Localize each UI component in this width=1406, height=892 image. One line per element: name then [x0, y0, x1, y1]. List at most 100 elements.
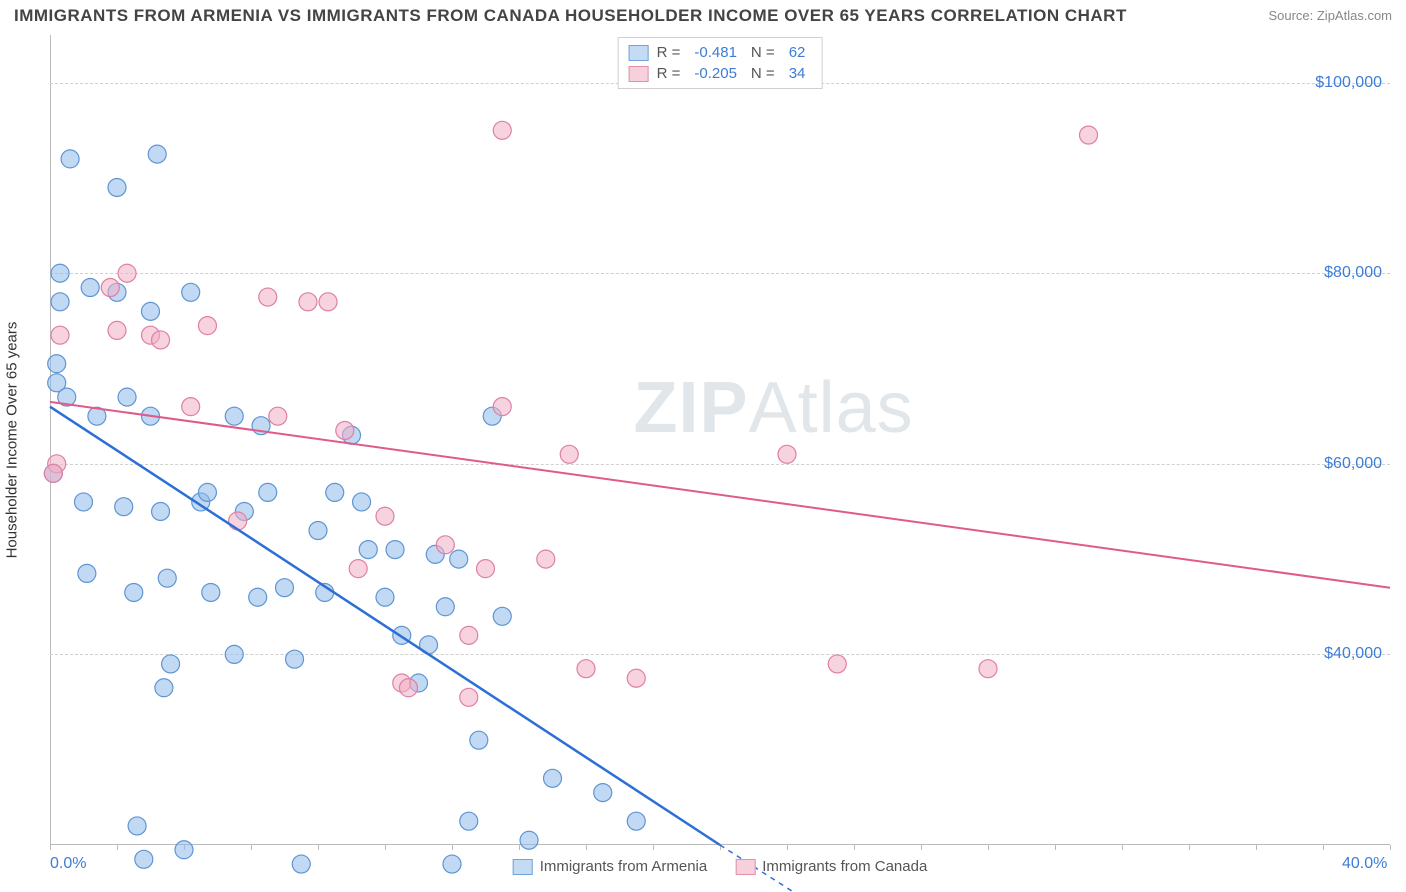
- data-point: [155, 679, 173, 697]
- x-tick: [586, 845, 587, 850]
- scatter-plot: [50, 35, 1390, 845]
- data-point: [152, 502, 170, 520]
- data-point: [450, 550, 468, 568]
- x-tick: [251, 845, 252, 850]
- data-point: [493, 398, 511, 416]
- legend-r-label: R =: [657, 44, 681, 61]
- data-point: [292, 855, 310, 873]
- data-point: [51, 326, 69, 344]
- data-point: [627, 669, 645, 687]
- data-point: [142, 302, 160, 320]
- x-tick: [1055, 845, 1056, 850]
- data-point: [182, 398, 200, 416]
- data-point: [460, 688, 478, 706]
- data-point: [202, 583, 220, 601]
- data-point: [259, 288, 277, 306]
- x-tick: [519, 845, 520, 850]
- data-point: [349, 560, 367, 578]
- legend-swatch: [629, 66, 649, 82]
- data-point: [544, 769, 562, 787]
- data-point: [61, 150, 79, 168]
- data-point: [108, 321, 126, 339]
- legend-n-label: N =: [751, 44, 775, 61]
- data-point: [101, 279, 119, 297]
- legend-n-value: 34: [789, 65, 806, 82]
- data-point: [48, 355, 66, 373]
- data-point: [477, 560, 495, 578]
- data-point: [537, 550, 555, 568]
- chart-title: IMMIGRANTS FROM ARMENIA VS IMMIGRANTS FR…: [14, 6, 1127, 26]
- data-point: [376, 507, 394, 525]
- x-tick: [117, 845, 118, 850]
- data-point: [118, 388, 136, 406]
- data-point: [152, 331, 170, 349]
- data-point: [135, 850, 153, 868]
- legend-n-value: 62: [789, 44, 806, 61]
- data-point: [828, 655, 846, 673]
- data-point: [436, 536, 454, 554]
- data-point: [175, 841, 193, 859]
- data-point: [470, 731, 488, 749]
- data-point: [78, 564, 96, 582]
- data-point: [1080, 126, 1098, 144]
- data-point: [75, 493, 93, 511]
- legend-r-value: -0.205: [694, 65, 737, 82]
- legend-label: Immigrants from Armenia: [540, 858, 708, 875]
- chart-area: Householder Income Over 65 years $40,000…: [50, 35, 1390, 845]
- legend-swatch: [735, 859, 755, 875]
- x-tick: [50, 845, 51, 850]
- data-point: [115, 498, 133, 516]
- data-point: [198, 317, 216, 335]
- data-point: [319, 293, 337, 311]
- data-point: [309, 522, 327, 540]
- x-tick: [921, 845, 922, 850]
- data-point: [269, 407, 287, 425]
- x-tick: [988, 845, 989, 850]
- legend-series: Immigrants from Armenia Immigrants from C…: [513, 858, 928, 875]
- x-tick: [1189, 845, 1190, 850]
- data-point: [560, 445, 578, 463]
- data-point: [51, 264, 69, 282]
- legend-label: Immigrants from Canada: [762, 858, 927, 875]
- legend-correlation: R =-0.481N =62R =-0.205N =34: [618, 37, 823, 89]
- legend-row: R =-0.481N =62: [629, 42, 812, 63]
- data-point: [276, 579, 294, 597]
- data-point: [778, 445, 796, 463]
- legend-item: Immigrants from Armenia: [513, 858, 708, 875]
- data-point: [443, 855, 461, 873]
- y-axis-label: Householder Income Over 65 years: [4, 322, 21, 559]
- data-point: [493, 121, 511, 139]
- data-point: [162, 655, 180, 673]
- data-point: [125, 583, 143, 601]
- data-point: [376, 588, 394, 606]
- x-tick-label: 40.0%: [1342, 855, 1387, 873]
- data-point: [81, 279, 99, 297]
- data-point: [627, 812, 645, 830]
- data-point: [520, 831, 538, 849]
- data-point: [399, 679, 417, 697]
- x-tick: [385, 845, 386, 850]
- data-point: [229, 512, 247, 530]
- data-point: [249, 588, 267, 606]
- data-point: [336, 421, 354, 439]
- x-tick: [452, 845, 453, 850]
- data-point: [51, 293, 69, 311]
- data-point: [225, 645, 243, 663]
- legend-n-label: N =: [751, 65, 775, 82]
- data-point: [577, 660, 595, 678]
- trend-line: [50, 402, 1390, 588]
- legend-swatch: [513, 859, 533, 875]
- x-tick: [854, 845, 855, 850]
- data-point: [118, 264, 136, 282]
- legend-r-label: R =: [657, 65, 681, 82]
- data-point: [594, 784, 612, 802]
- data-point: [158, 569, 176, 587]
- data-point: [299, 293, 317, 311]
- x-tick: [1256, 845, 1257, 850]
- data-point: [128, 817, 146, 835]
- x-tick: [1323, 845, 1324, 850]
- x-tick-label: 0.0%: [50, 855, 86, 873]
- data-point: [182, 283, 200, 301]
- x-tick: [787, 845, 788, 850]
- x-tick: [318, 845, 319, 850]
